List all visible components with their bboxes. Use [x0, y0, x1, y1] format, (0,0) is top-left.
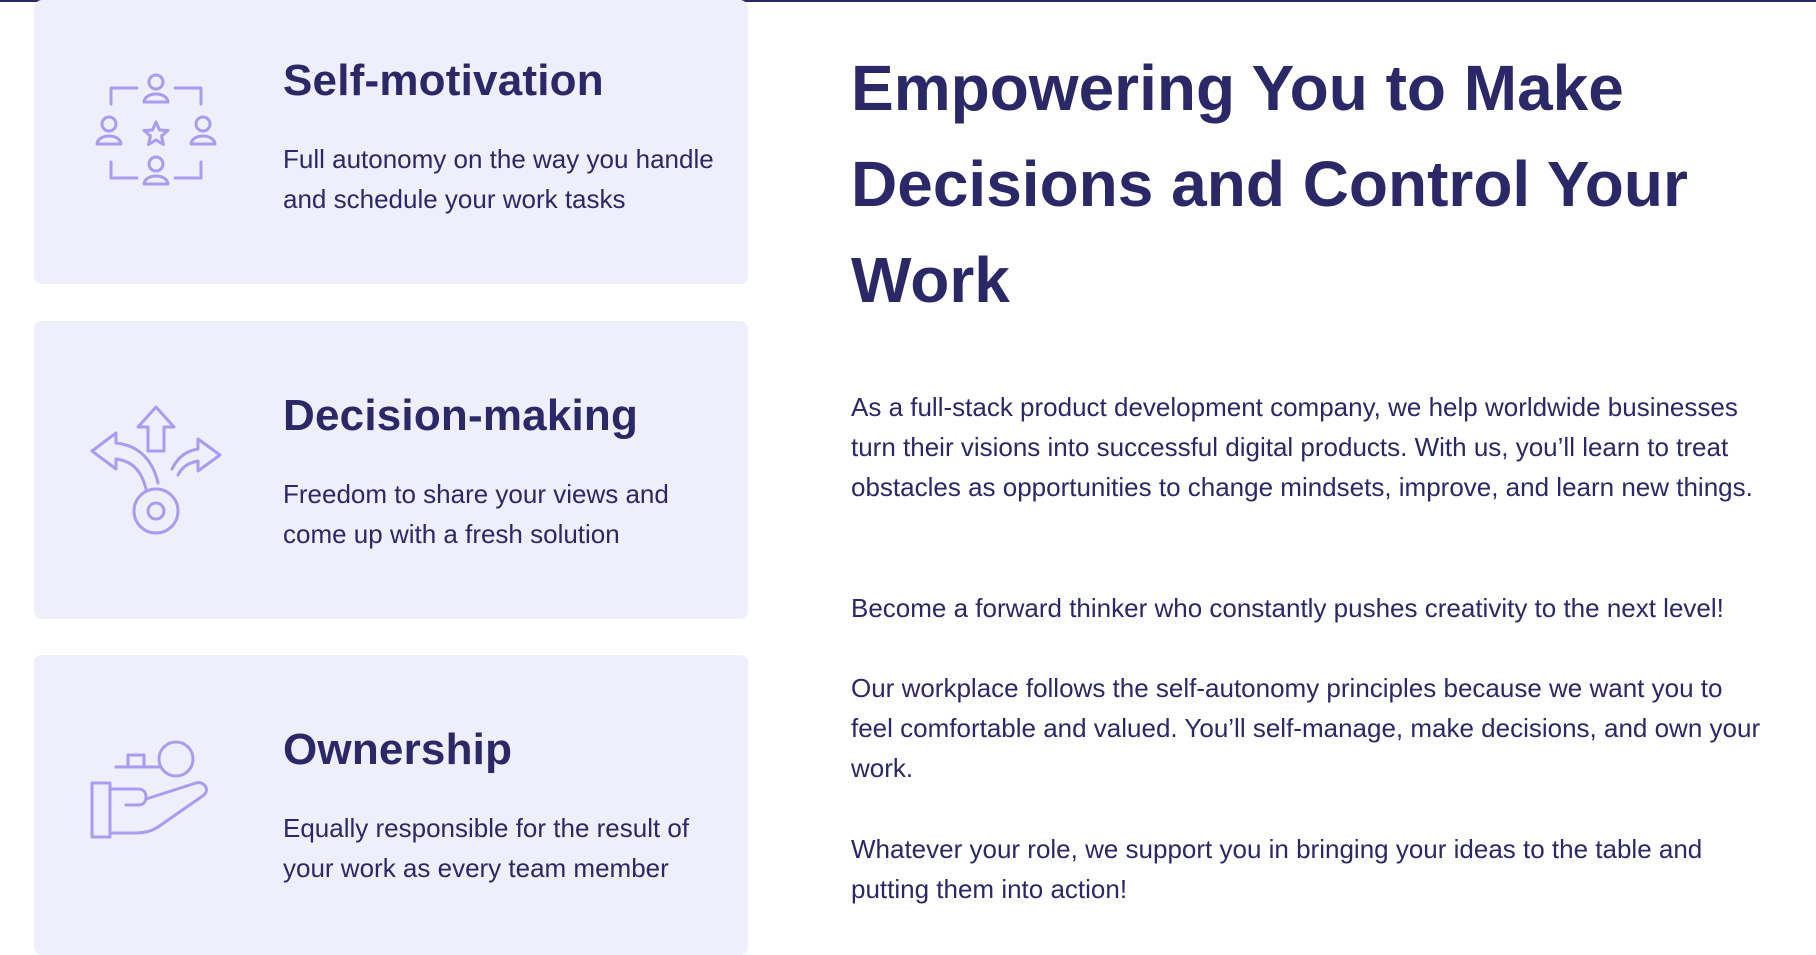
card-description: Freedom to share your views and come up … — [283, 479, 669, 549]
intro-paragraph: Our workplace follows the self-autonomy … — [851, 673, 1761, 783]
card-title: Ownership — [283, 725, 513, 774]
card-description: Equally responsible for the result of yo… — [283, 813, 690, 883]
intro-paragraph: As a full-stack product development comp… — [851, 392, 1753, 502]
page-title: Empowering You to Make Decisions and Con… — [851, 52, 1688, 316]
card-ownership: Ownership Equally responsible for the re… — [34, 655, 748, 955]
branching-arrows-icon — [86, 399, 226, 539]
intro-paragraph: Whatever your role, we support you in br… — [851, 834, 1703, 904]
team-star-icon — [86, 63, 226, 203]
card-decision-making: Decision-making Freedom to share your vi… — [34, 321, 748, 619]
card-title: Decision-making — [283, 391, 639, 440]
card-self-motivation: Self-motivation Full autonomy on the way… — [34, 0, 748, 284]
top-border — [0, 0, 1816, 2]
card-description: Full autonomy on the way you handle and … — [283, 144, 714, 214]
intro-paragraph: Become a forward thinker who constantly … — [851, 593, 1724, 623]
hand-holding-key-icon — [86, 729, 226, 869]
card-title: Self-motivation — [283, 56, 604, 105]
intro-section: Empowering You to Make Decisions and Con… — [851, 40, 1771, 328]
